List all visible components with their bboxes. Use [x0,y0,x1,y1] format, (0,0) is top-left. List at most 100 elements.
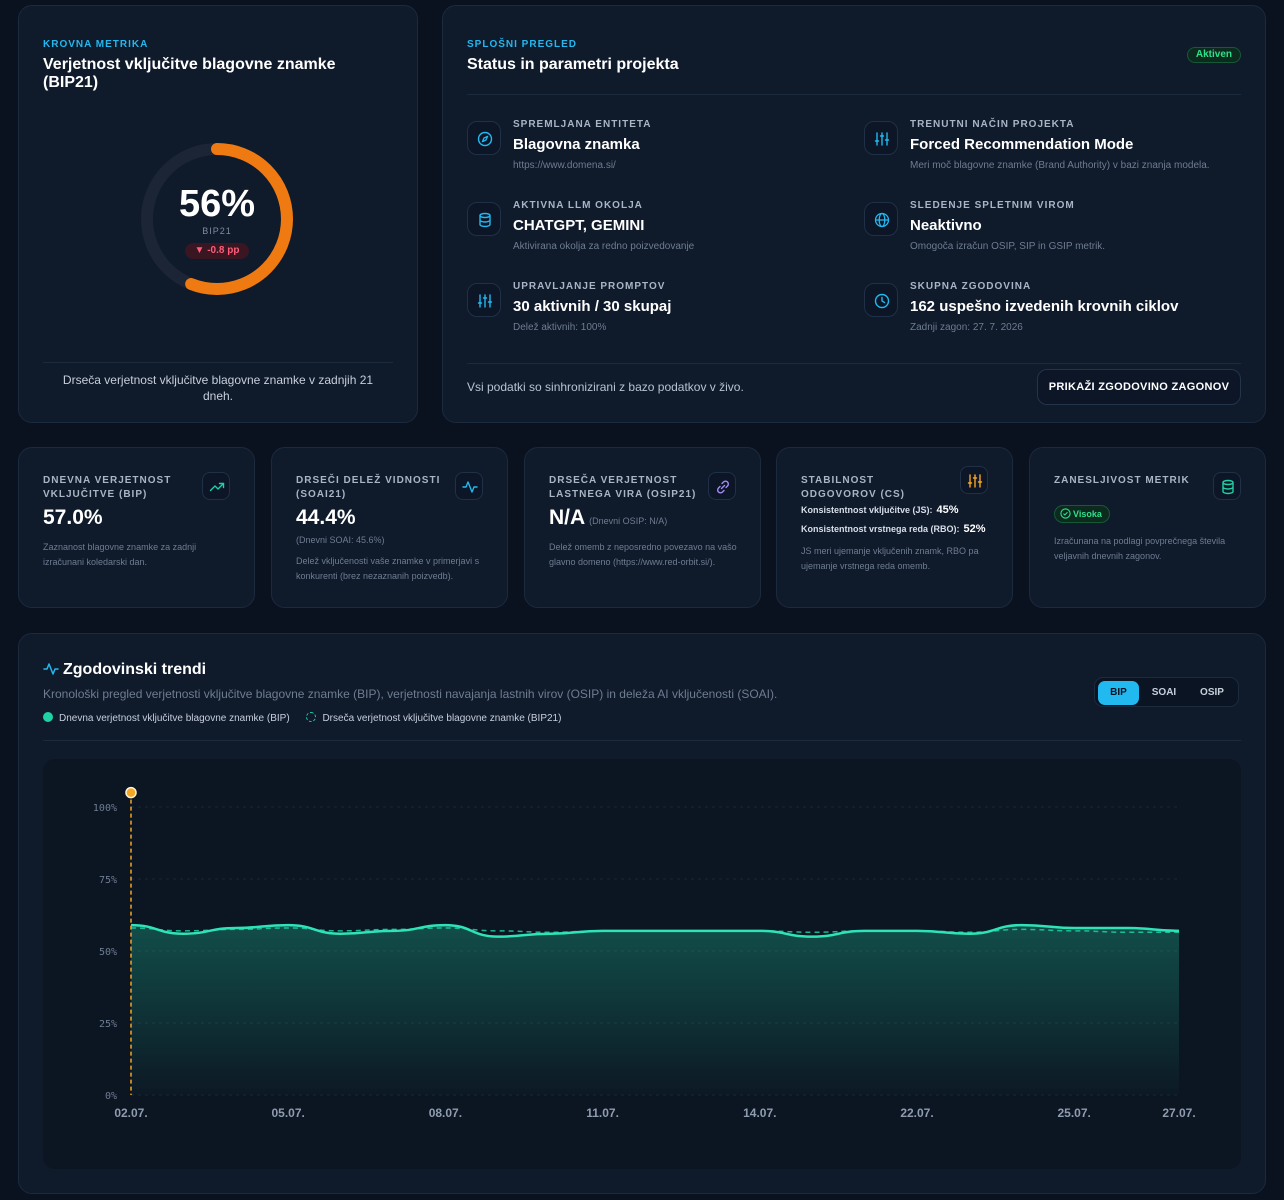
y-tick-label: 100% [93,803,117,814]
metric-key: DRSEČA VERJETNOST LASTNEGA VIRA (OSIP21) [549,475,697,500]
metric-desc: Delež vključenosti vaše znamke v primerj… [296,556,480,581]
metric-key: DNEVNA VERJETNOST VKLJUČITVE (BIP) [43,475,172,500]
param-key: TRENUTNI NAČIN PROJEKTA [910,119,1075,130]
gauge-caption: Drseča verjetnost vključitve blagovne zn… [62,373,374,403]
x-tick-label: 08.07. [429,1106,462,1120]
x-tick-label: 05.07. [272,1106,305,1120]
bip-area-fill [131,925,1179,1095]
trend-title-text: Zgodovinski trendi [63,661,207,678]
y-tick-label: 75% [99,875,117,886]
metric-key: ZANESLJIVOST METRIK [1054,475,1190,486]
y-tick-label: 0% [105,1091,117,1102]
metric-desc: Izračunana na podlagi povprečnega števil… [1054,536,1226,561]
divider [43,740,1241,741]
sliders-icon [864,121,898,155]
param-value: 162 uspešno izvedenih krovnih ciklov [910,298,1179,315]
sliders-icon [960,466,988,494]
x-tick-label: 27.07. [1162,1106,1195,1120]
param-sub: Omogoča izračun OSIP, SIP in GSIP metrik… [910,241,1106,252]
param-key: SPREMLJANA ENTITETA [513,119,652,130]
x-tick-label: 22.07. [900,1106,933,1120]
param-key: UPRAVLJANJE PROMPTOV [513,281,666,292]
metric-value: N/A (Dnevni OSIP: N/A) [549,506,667,530]
show-run-history-button[interactable]: PRIKAŽI ZGODOVINO ZAGONOV [1037,369,1241,405]
clock-icon [864,283,898,317]
sync-note: Vsi podatki so sinhronizirani z bazo pod… [467,380,744,394]
trending-up-icon [202,472,230,500]
x-tick-label: 14.07. [743,1106,776,1120]
project-status-card: SPLOŠNI PREGLED Status in parametri proj… [442,5,1266,423]
legend-swatch [43,712,53,722]
metric-soai-card: DRSEČI DELEŽ VIDNOSTI (SOAI21) 44.4% (Dn… [271,447,508,608]
cs-rbo-value: 52% [963,523,986,535]
gauge-eyebrow: KROVNA METRIKA [43,39,149,50]
param-sub: Delež aktivnih: 100% [513,322,607,333]
chart-legend: Dnevna verjetnost vključitve blagovne zn… [43,712,575,724]
status-title: Status in parametri projekta [467,56,679,73]
database-icon [1213,472,1241,500]
metric-sub-inline: (Dnevni OSIP: N/A) [589,516,668,526]
metric-tab-switcher: BIP SOAI OSIP [1094,677,1239,707]
y-tick-label: 50% [99,947,117,958]
globe-icon [864,202,898,236]
metric-value: 44.4% [296,506,356,529]
metric-osip-card: DRSEČA VERJETNOST LASTNEGA VIRA (OSIP21)… [524,447,761,608]
gauge-arc [141,143,293,295]
database-icon [467,202,501,236]
x-tick-label: 02.07. [114,1106,147,1120]
cs-rbo-line: Konsistentnost vrstnega reda (RBO): 52% [801,523,986,535]
status-eyebrow: SPLOŠNI PREGLED [467,39,578,50]
legend-label: Drseča verjetnost vključitve blagovne zn… [322,713,562,724]
series-line-bip [130,923,1180,938]
status-badge: Aktiven [1186,47,1241,63]
trend-chart-area: 0% 25% 50% 75% 100% 02.07. 05.07. 08.07. 11.07.… [43,759,1241,1169]
metric-cs-card: STABILNOST ODGOVOROV (CS) Konsistentnost… [776,447,1013,608]
tab-bip[interactable]: BIP [1098,681,1139,705]
legend-label: Dnevna verjetnost vključitve blagovne zn… [59,713,290,724]
metric-desc: Zaznanost blagovne znamke za zadnji izra… [43,542,197,567]
check-circle-icon [1060,508,1071,519]
param-key: SLEDENJE SPLETNIM VIROM [910,200,1075,211]
activity-icon [43,663,59,675]
tab-soai[interactable]: SOAI [1151,687,1177,698]
metric-bip-card: DNEVNA VERJETNOST VKLJUČITVE (BIP) 57.0%… [18,447,255,608]
param-sub: Meri moč blagovne znamke (Brand Authorit… [910,160,1210,171]
metric-key: DRSEČI DELEŽ VIDNOSTI (SOAI21) [296,475,441,500]
metric-sub: (Dnevni SOAI: 45.6%) [296,535,385,545]
param-key: AKTIVNA LLM OKOLJA [513,200,643,211]
bip21-gauge-card: KROVNA METRIKA Verjetnost vključitve bla… [18,5,418,423]
compass-icon [467,121,501,155]
trend-title: Zgodovinski trendi [43,661,206,679]
trend-chart: 0% 25% 50% 75% 100% 02.07. 05.07. 08.07. 11.07.… [93,786,1196,1120]
metric-desc: Delež omemb z neposredno povezavo na vaš… [549,542,737,567]
metric-key: STABILNOST ODGOVOROV (CS) [801,475,906,500]
gauge-sub-label: BIP21 [202,226,232,236]
param-value: Forced Recommendation Mode [910,136,1134,153]
activity-icon [455,472,483,500]
gauge-delta-badge: ▼ -0.8 pp [185,243,249,259]
gauge-value: 56% [178,183,256,225]
divider [467,363,1241,364]
trend-description: Kronološki pregled verjetnosti vključitv… [43,687,778,701]
cs-rbo-label: Konsistentnost vrstnega reda (RBO): [801,524,960,534]
cs-js-value: 45% [936,504,959,516]
history-trend-card: Zgodovinski trendi Kronološki pregled ve… [18,633,1266,1194]
gauge-ring [141,143,293,295]
metric-desc: JS meri ujemanje vključenih znamk, RBO p… [801,546,979,571]
param-sub: Zadnji zagon: 27. 7. 2026 [910,322,1023,333]
reliability-badge-label: Visoka [1073,509,1102,519]
cs-js-label: Konsistentnost vključitve (JS): [801,505,933,515]
reliability-badge: Visoka [1054,505,1110,523]
legend-swatch [306,712,317,722]
marker-dot[interactable] [125,786,137,799]
sliders-icon [467,283,501,317]
tab-osip[interactable]: OSIP [1200,687,1224,698]
metric-value: 57.0% [43,506,103,529]
legend-item-bip[interactable]: Dnevna verjetnost vključitve blagovne zn… [43,712,290,724]
y-tick-label: 25% [99,1019,117,1030]
legend-item-bip21[interactable]: Drseča verjetnost vključitve blagovne zn… [306,712,562,724]
x-tick-label: 25.07. [1058,1106,1091,1120]
param-value: CHATGPT, GEMINI [513,217,645,234]
divider [467,94,1241,95]
divider [43,362,393,363]
